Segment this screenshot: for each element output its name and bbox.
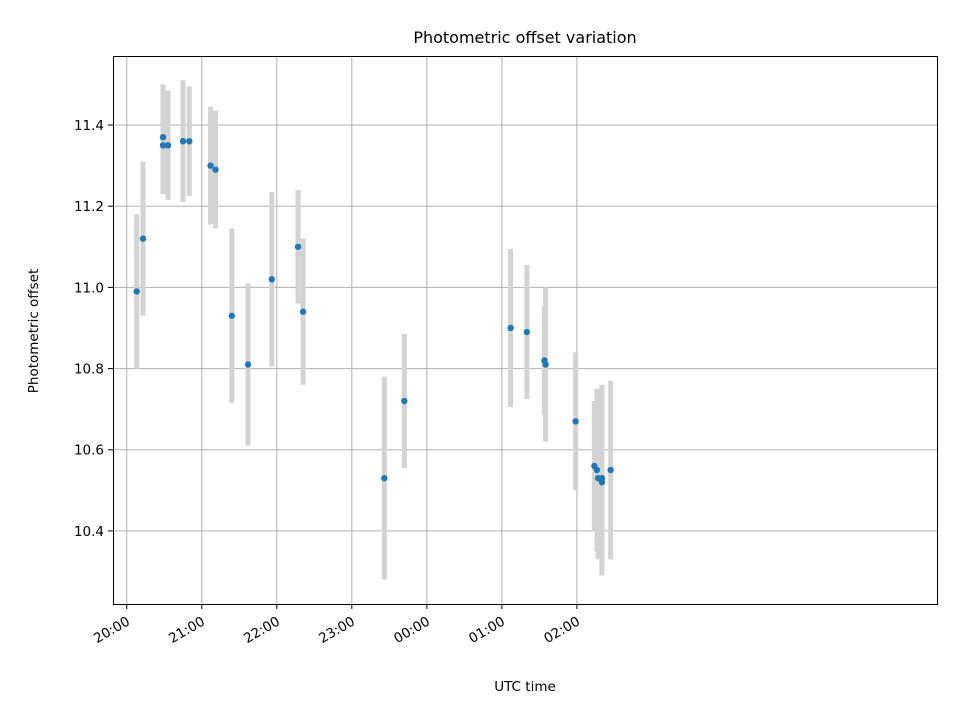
- data-point: [164, 142, 172, 149]
- y-tick-label: 11.2: [74, 199, 104, 215]
- data-point: [133, 288, 140, 295]
- y-tick-label: 10.8: [74, 362, 104, 378]
- y-tick-label: 11.4: [74, 118, 104, 134]
- data-points: [133, 133, 614, 486]
- data-point: [299, 308, 307, 315]
- y-tick-label: 11.0: [74, 280, 104, 296]
- data-point: [228, 312, 235, 319]
- data-point: [207, 162, 214, 169]
- data-point: [268, 276, 275, 283]
- data-point: [212, 166, 219, 173]
- data-point: [294, 243, 302, 250]
- data-point: [542, 361, 549, 368]
- y-axis-label: Photometric offset: [26, 269, 42, 393]
- data-point: [401, 397, 408, 405]
- y-tick-label: 10.4: [74, 524, 104, 540]
- y-tick-label: 10.6: [74, 443, 104, 459]
- data-point: [381, 474, 388, 482]
- data-point: [523, 328, 531, 336]
- data-point: [179, 138, 187, 145]
- y-axis-ticks: 10.4 10.6 10.8 11.0 11.2 11.4: [74, 118, 113, 540]
- data-point: [607, 466, 614, 474]
- data-point: [159, 142, 167, 149]
- chart-title: Photometric offset variation: [413, 28, 636, 47]
- data-point: [186, 138, 193, 145]
- data-point: [593, 466, 601, 474]
- data-point: [139, 235, 147, 242]
- data-point: [159, 133, 167, 141]
- x-axis-label: UTC time: [494, 679, 556, 695]
- plot-frame: [113, 56, 938, 605]
- data-point: [572, 418, 579, 425]
- data-point: [244, 361, 252, 368]
- data-point: [598, 479, 606, 486]
- data-point: [507, 324, 514, 332]
